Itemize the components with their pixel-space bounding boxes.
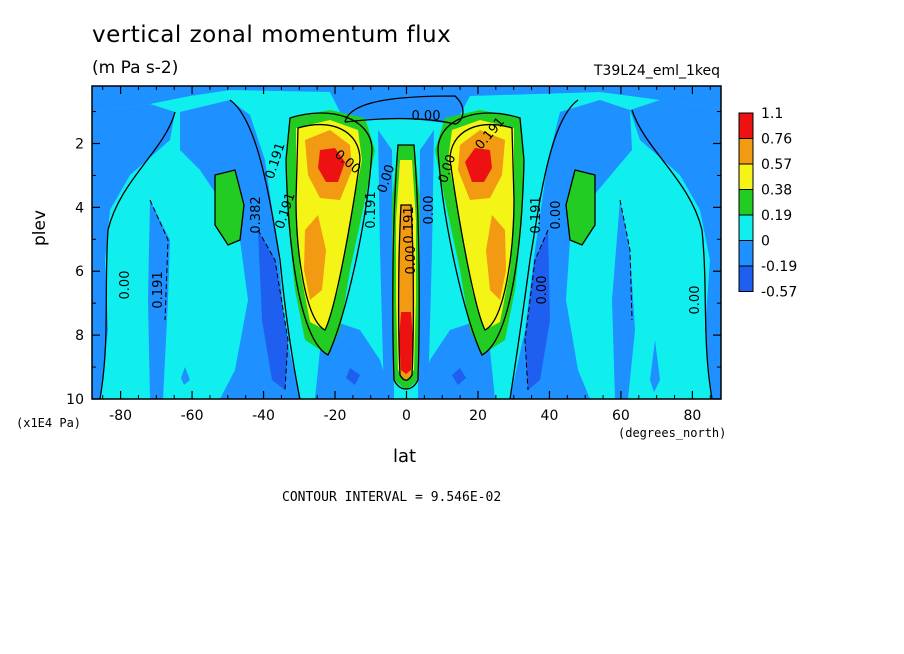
x-tick-label: 0 — [402, 408, 411, 424]
band-drop-4 — [346, 368, 360, 385]
band-drop-3 — [650, 340, 660, 392]
contour-equator — [392, 144, 420, 390]
legend-label: 0 — [761, 234, 770, 250]
contour-left-mid — [229, 99, 301, 399]
y-tick-label: 4 — [75, 200, 84, 216]
x-tick-label: 40 — [541, 408, 559, 424]
contour-neg-right — [524, 229, 549, 391]
x-tick-label: 20 — [469, 408, 487, 424]
contour-neg-left — [257, 229, 289, 391]
contour-label: 0.00 — [404, 246, 419, 275]
contour-label: 0.00 — [118, 271, 133, 300]
x-tick-label: 60 — [612, 408, 630, 424]
plot-area — [92, 86, 721, 399]
legend-swatch — [738, 163, 754, 190]
x-tick-label: 80 — [683, 408, 701, 424]
x-tick-label: -40 — [252, 408, 275, 424]
x-tick-label: -60 — [181, 408, 204, 424]
contour-label: 0.191 — [151, 271, 166, 308]
band-left-outer-blue — [92, 104, 175, 399]
contour-label: 0.00 — [422, 196, 437, 225]
contour-top-blob — [344, 95, 464, 125]
band-equator-red — [399, 312, 413, 374]
band-drop-2 — [618, 350, 630, 392]
contour-label: 0.00 — [535, 276, 550, 305]
y-tick-label: 10 — [66, 392, 84, 408]
contour-label-group: 0.00 0.191 0.00 0.191 0.382 0.191 0.00 0.191 0.0… — [118, 109, 703, 314]
contour-label: 0.382 — [249, 196, 264, 233]
x-tick-label: -20 — [324, 408, 347, 424]
legend-label: 0.19 — [761, 208, 792, 224]
contour-lines — [99, 95, 713, 399]
band-left-blue-2 — [148, 200, 170, 399]
legend-swatch — [738, 265, 754, 292]
contour-label: 0.00 — [549, 201, 564, 230]
contour-label: 0.00 — [688, 286, 703, 315]
legend-label: -0.19 — [761, 259, 797, 275]
legend-swatch — [738, 240, 754, 267]
contour-left-green-blob — [214, 169, 245, 246]
contour-label: 0.00 — [412, 109, 441, 124]
contour-label: 0.191 — [364, 191, 379, 228]
y-tick-label: 2 — [75, 136, 84, 152]
chart-units: (m Pa s-2) — [92, 58, 179, 78]
contour-right-mid — [509, 99, 579, 399]
band-left-lobe-red — [318, 148, 345, 182]
band-left-dark-blue — [258, 230, 288, 390]
negative-contours — [149, 199, 633, 391]
legend: 1.1 0.76 0.57 0.38 0.19 0 -0.19 -0.57 — [738, 106, 797, 301]
x-tick-label: -80 — [109, 408, 132, 424]
contour-left-lobe — [285, 112, 373, 356]
band-left-lobe-orange-lower — [304, 215, 326, 300]
band-right-outer-blue — [630, 100, 721, 399]
contour-label: 0.191 — [402, 206, 417, 243]
contour-right-outer — [631, 109, 713, 399]
band-right-blue-2 — [612, 200, 635, 399]
y-tick-label: 8 — [75, 328, 84, 344]
legend-label: -0.57 — [761, 285, 797, 301]
legend-swatch — [738, 214, 754, 241]
legend-label: 0.76 — [761, 132, 792, 148]
contour-label: 0.191 — [529, 196, 544, 233]
x-axis-label: lat — [393, 446, 417, 467]
contour-left-outer — [99, 111, 176, 399]
contour-right-lobe-inner — [449, 123, 515, 331]
contour-right-green-blob — [565, 169, 596, 246]
band-right-green-blob — [566, 170, 595, 245]
band-left-green-blob — [215, 170, 244, 245]
band-right-dark-blue — [525, 230, 550, 390]
run-label: T39L24_eml_1keq — [593, 63, 720, 79]
contour-equator-inner — [397, 204, 415, 381]
band-right-lobe-red — [465, 148, 492, 182]
legend-label: 0.57 — [761, 157, 792, 173]
legend-swatch — [738, 138, 754, 165]
legend-swatch — [738, 189, 754, 216]
contour-interval: CONTOUR INTERVAL = 9.546E-02 — [282, 490, 502, 505]
band-right-lobe-orange-lower — [486, 215, 506, 300]
axes: -80 -60 -40 -20 0 20 40 60 80 2 4 6 8 10 — [66, 86, 721, 424]
x-axis-units: (degrees_north) — [618, 426, 727, 440]
y-axis-units: (x1E4 Pa) — [16, 416, 82, 430]
legend-swatch — [738, 112, 754, 139]
band-drop-5 — [452, 368, 466, 385]
legend-label: 1.1 — [761, 106, 783, 122]
contour-neg-left-outer — [149, 199, 169, 321]
contour-left-lobe-inner — [295, 123, 361, 331]
chart-title: vertical zonal momentum flux — [92, 22, 452, 48]
band-center-blue-strip-left — [378, 130, 394, 399]
band-drop-1 — [181, 367, 190, 385]
y-tick-label: 6 — [75, 264, 84, 280]
band-top-blue — [92, 86, 721, 124]
band-center-blue-strip-right — [418, 130, 434, 399]
legend-label: 0.38 — [761, 183, 792, 199]
contour-neg-right-outer — [619, 199, 633, 321]
